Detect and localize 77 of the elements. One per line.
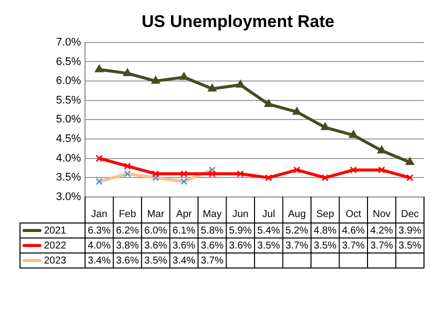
point	[292, 107, 302, 115]
point	[124, 162, 132, 170]
legend-label: 2022	[44, 240, 67, 252]
x-tick-label: Jan	[91, 208, 108, 220]
data-label: 3.4%	[88, 255, 111, 266]
data-label: 3.7%	[342, 240, 365, 252]
data-label: 3.6%	[200, 240, 224, 252]
point	[378, 166, 386, 174]
data-label: 6.0%	[144, 225, 168, 236]
point	[208, 84, 216, 92]
y-tick-label: 7.0%	[56, 36, 82, 48]
data-label: 3.5%	[314, 240, 337, 252]
data-label: 3.5%	[398, 240, 422, 252]
data-label: 3.7%	[200, 255, 224, 266]
y-tick-label: 4.5%	[56, 133, 82, 146]
x-tick-label: Sep	[316, 208, 334, 220]
x-tick-label: May	[202, 208, 222, 220]
point	[349, 130, 358, 138]
data-label: 3.6%	[144, 240, 168, 252]
y-tick-label: 6.0%	[56, 75, 82, 88]
point	[208, 170, 216, 178]
x-tick-label: Aug	[288, 208, 306, 220]
data-label: 3.4%	[172, 255, 196, 266]
y-tick-label: 4.0%	[56, 152, 82, 164]
data-label: 5.2%	[286, 225, 308, 236]
point	[406, 174, 414, 182]
x-tick-label: Dec	[400, 208, 419, 220]
y-tick-label: 5.5%	[56, 94, 82, 106]
y-tick-label: 3.5%	[56, 172, 82, 184]
data-label: 4.0%	[88, 240, 111, 252]
data-label: 3.6%	[116, 255, 139, 266]
data-label: 5.9%	[229, 225, 252, 236]
data-label: 5.4%	[257, 225, 280, 236]
point	[406, 157, 414, 165]
data-label: 3.7%	[286, 240, 308, 252]
point	[123, 68, 132, 76]
data-label: 4.8%	[314, 225, 337, 236]
point	[151, 76, 160, 84]
point	[377, 146, 386, 154]
data-label: 3.7%	[370, 240, 394, 252]
y-tick-label: 6.5%	[56, 56, 82, 68]
data-label: 6.3%	[88, 225, 111, 236]
point	[96, 154, 103, 162]
y-tick-label: 5.0%	[56, 114, 82, 126]
point	[236, 80, 245, 88]
point	[293, 166, 300, 174]
legend-label: 2023	[44, 255, 67, 266]
data-label: 5.8%	[200, 225, 224, 236]
data-label: 6.2%	[116, 225, 139, 236]
point	[265, 174, 272, 182]
point	[152, 170, 160, 178]
y-tick-label: 3.0%	[56, 191, 82, 204]
data-label: 4.6%	[342, 225, 365, 236]
x-tick-label: Feb	[118, 208, 136, 220]
point	[180, 170, 188, 178]
x-tick-label: Oct	[346, 208, 362, 220]
data-label: 3.5%	[257, 240, 280, 252]
x-tick-label: Nov	[372, 208, 391, 220]
point	[322, 174, 329, 182]
data-label: 3.5%	[144, 255, 168, 266]
point	[236, 170, 244, 178]
chart-title: US Unemployment Rate	[142, 12, 334, 31]
point	[350, 166, 357, 174]
point	[320, 122, 330, 130]
legend-label: 2021	[44, 225, 67, 236]
data-label: 3.9%	[398, 225, 422, 236]
data-label: 3.6%	[172, 240, 196, 252]
data-label: 4.2%	[370, 225, 394, 236]
data-label: 3.8%	[116, 240, 139, 252]
point	[264, 99, 273, 107]
x-tick-label: Apr	[176, 208, 192, 220]
x-tick-label: Jul	[262, 208, 276, 220]
x-tick-label: Jun	[232, 208, 248, 220]
x-tick-label: Mar	[147, 208, 165, 220]
point	[94, 64, 104, 72]
data-label: 6.1%	[172, 225, 196, 236]
data-label: 3.6%	[229, 240, 252, 252]
